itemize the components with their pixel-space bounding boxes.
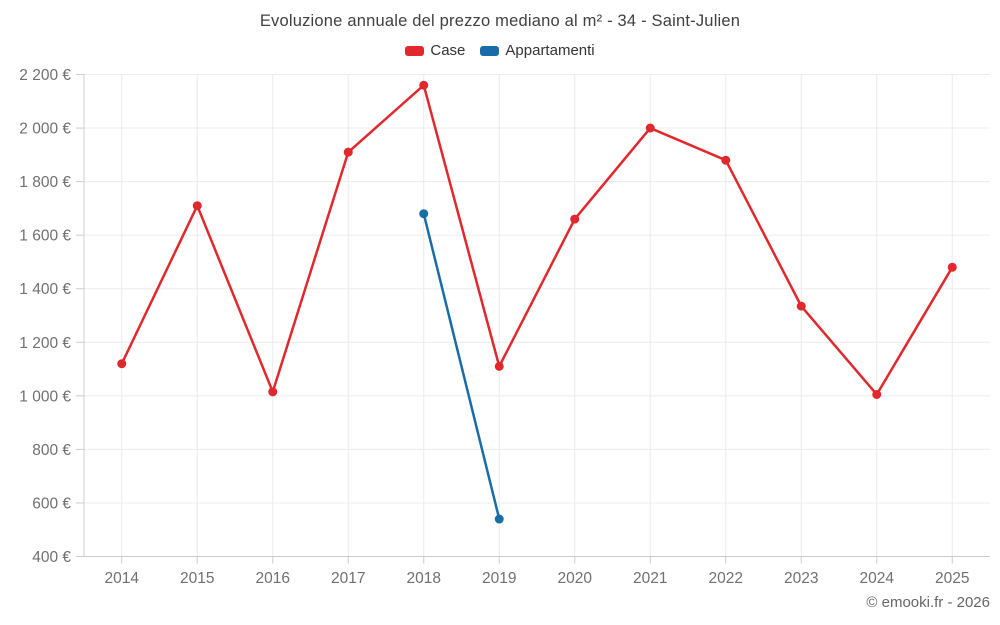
chart-legend: Case Appartamenti bbox=[0, 42, 1000, 59]
x-tick-label: 2022 bbox=[709, 570, 743, 587]
legend-item-appartamenti[interactable]: Appartamenti bbox=[480, 42, 595, 59]
chart-title: Evoluzione annuale del prezzo mediano al… bbox=[259, 12, 741, 30]
data-point-case-2025[interactable] bbox=[947, 262, 957, 272]
data-point-case-2022[interactable] bbox=[721, 155, 731, 165]
data-point-case-2020[interactable] bbox=[570, 214, 580, 224]
x-tick-label: 2015 bbox=[180, 570, 214, 587]
data-point-case-2023[interactable] bbox=[796, 301, 806, 311]
y-tick-label: 1 200 € bbox=[19, 335, 71, 352]
data-point-case-2021[interactable] bbox=[645, 123, 655, 133]
y-tick-label: 600 € bbox=[32, 495, 71, 512]
legend-item-case[interactable]: Case bbox=[405, 42, 465, 59]
y-tick-label: 2 000 € bbox=[19, 121, 71, 138]
x-tick-label: 2017 bbox=[331, 570, 365, 587]
data-point-case-2024[interactable] bbox=[872, 389, 882, 399]
x-tick-label: 2021 bbox=[633, 570, 667, 587]
legend-swatch-appartamenti bbox=[480, 45, 500, 56]
series-line-case bbox=[120, 83, 954, 396]
data-point-case-2017[interactable] bbox=[343, 147, 353, 157]
x-tick-label: 2023 bbox=[784, 570, 818, 587]
data-point-case-2014[interactable] bbox=[117, 359, 127, 369]
legend-label: Appartamenti bbox=[505, 42, 595, 59]
y-tick-label: 1 000 € bbox=[19, 388, 71, 405]
y-tick-label: 1 600 € bbox=[19, 228, 71, 245]
x-tick-label: 2014 bbox=[105, 570, 140, 587]
x-tick-label: 2020 bbox=[558, 570, 593, 587]
data-point-case-2016[interactable] bbox=[268, 387, 278, 397]
data-point-case-2018[interactable] bbox=[419, 80, 429, 90]
x-tick-label: 2018 bbox=[407, 570, 441, 587]
x-tick-label: 2024 bbox=[860, 570, 895, 587]
x-tick-label: 2025 bbox=[935, 570, 969, 587]
y-tick-label: 800 € bbox=[32, 442, 71, 459]
data-point-case-2015[interactable] bbox=[192, 201, 202, 211]
y-tick-label: 1 400 € bbox=[19, 281, 71, 298]
data-point-appartamenti-2019[interactable] bbox=[494, 514, 504, 524]
legend-swatch-case bbox=[405, 45, 425, 56]
y-tick-label: 400 € bbox=[32, 549, 71, 566]
y-tick-label: 1 800 € bbox=[19, 174, 71, 191]
legend-label: Case bbox=[430, 42, 466, 59]
data-point-appartamenti-2018[interactable] bbox=[419, 209, 429, 219]
series-line-appartamenti bbox=[422, 212, 501, 521]
data-point-case-2019[interactable] bbox=[494, 361, 504, 371]
x-tick-label: 2016 bbox=[256, 570, 290, 587]
x-tick-label: 2019 bbox=[482, 570, 516, 587]
copyright-footer: © emooki.fr - 2026 bbox=[866, 594, 990, 611]
y-tick-label: 2 200 € bbox=[19, 67, 71, 84]
